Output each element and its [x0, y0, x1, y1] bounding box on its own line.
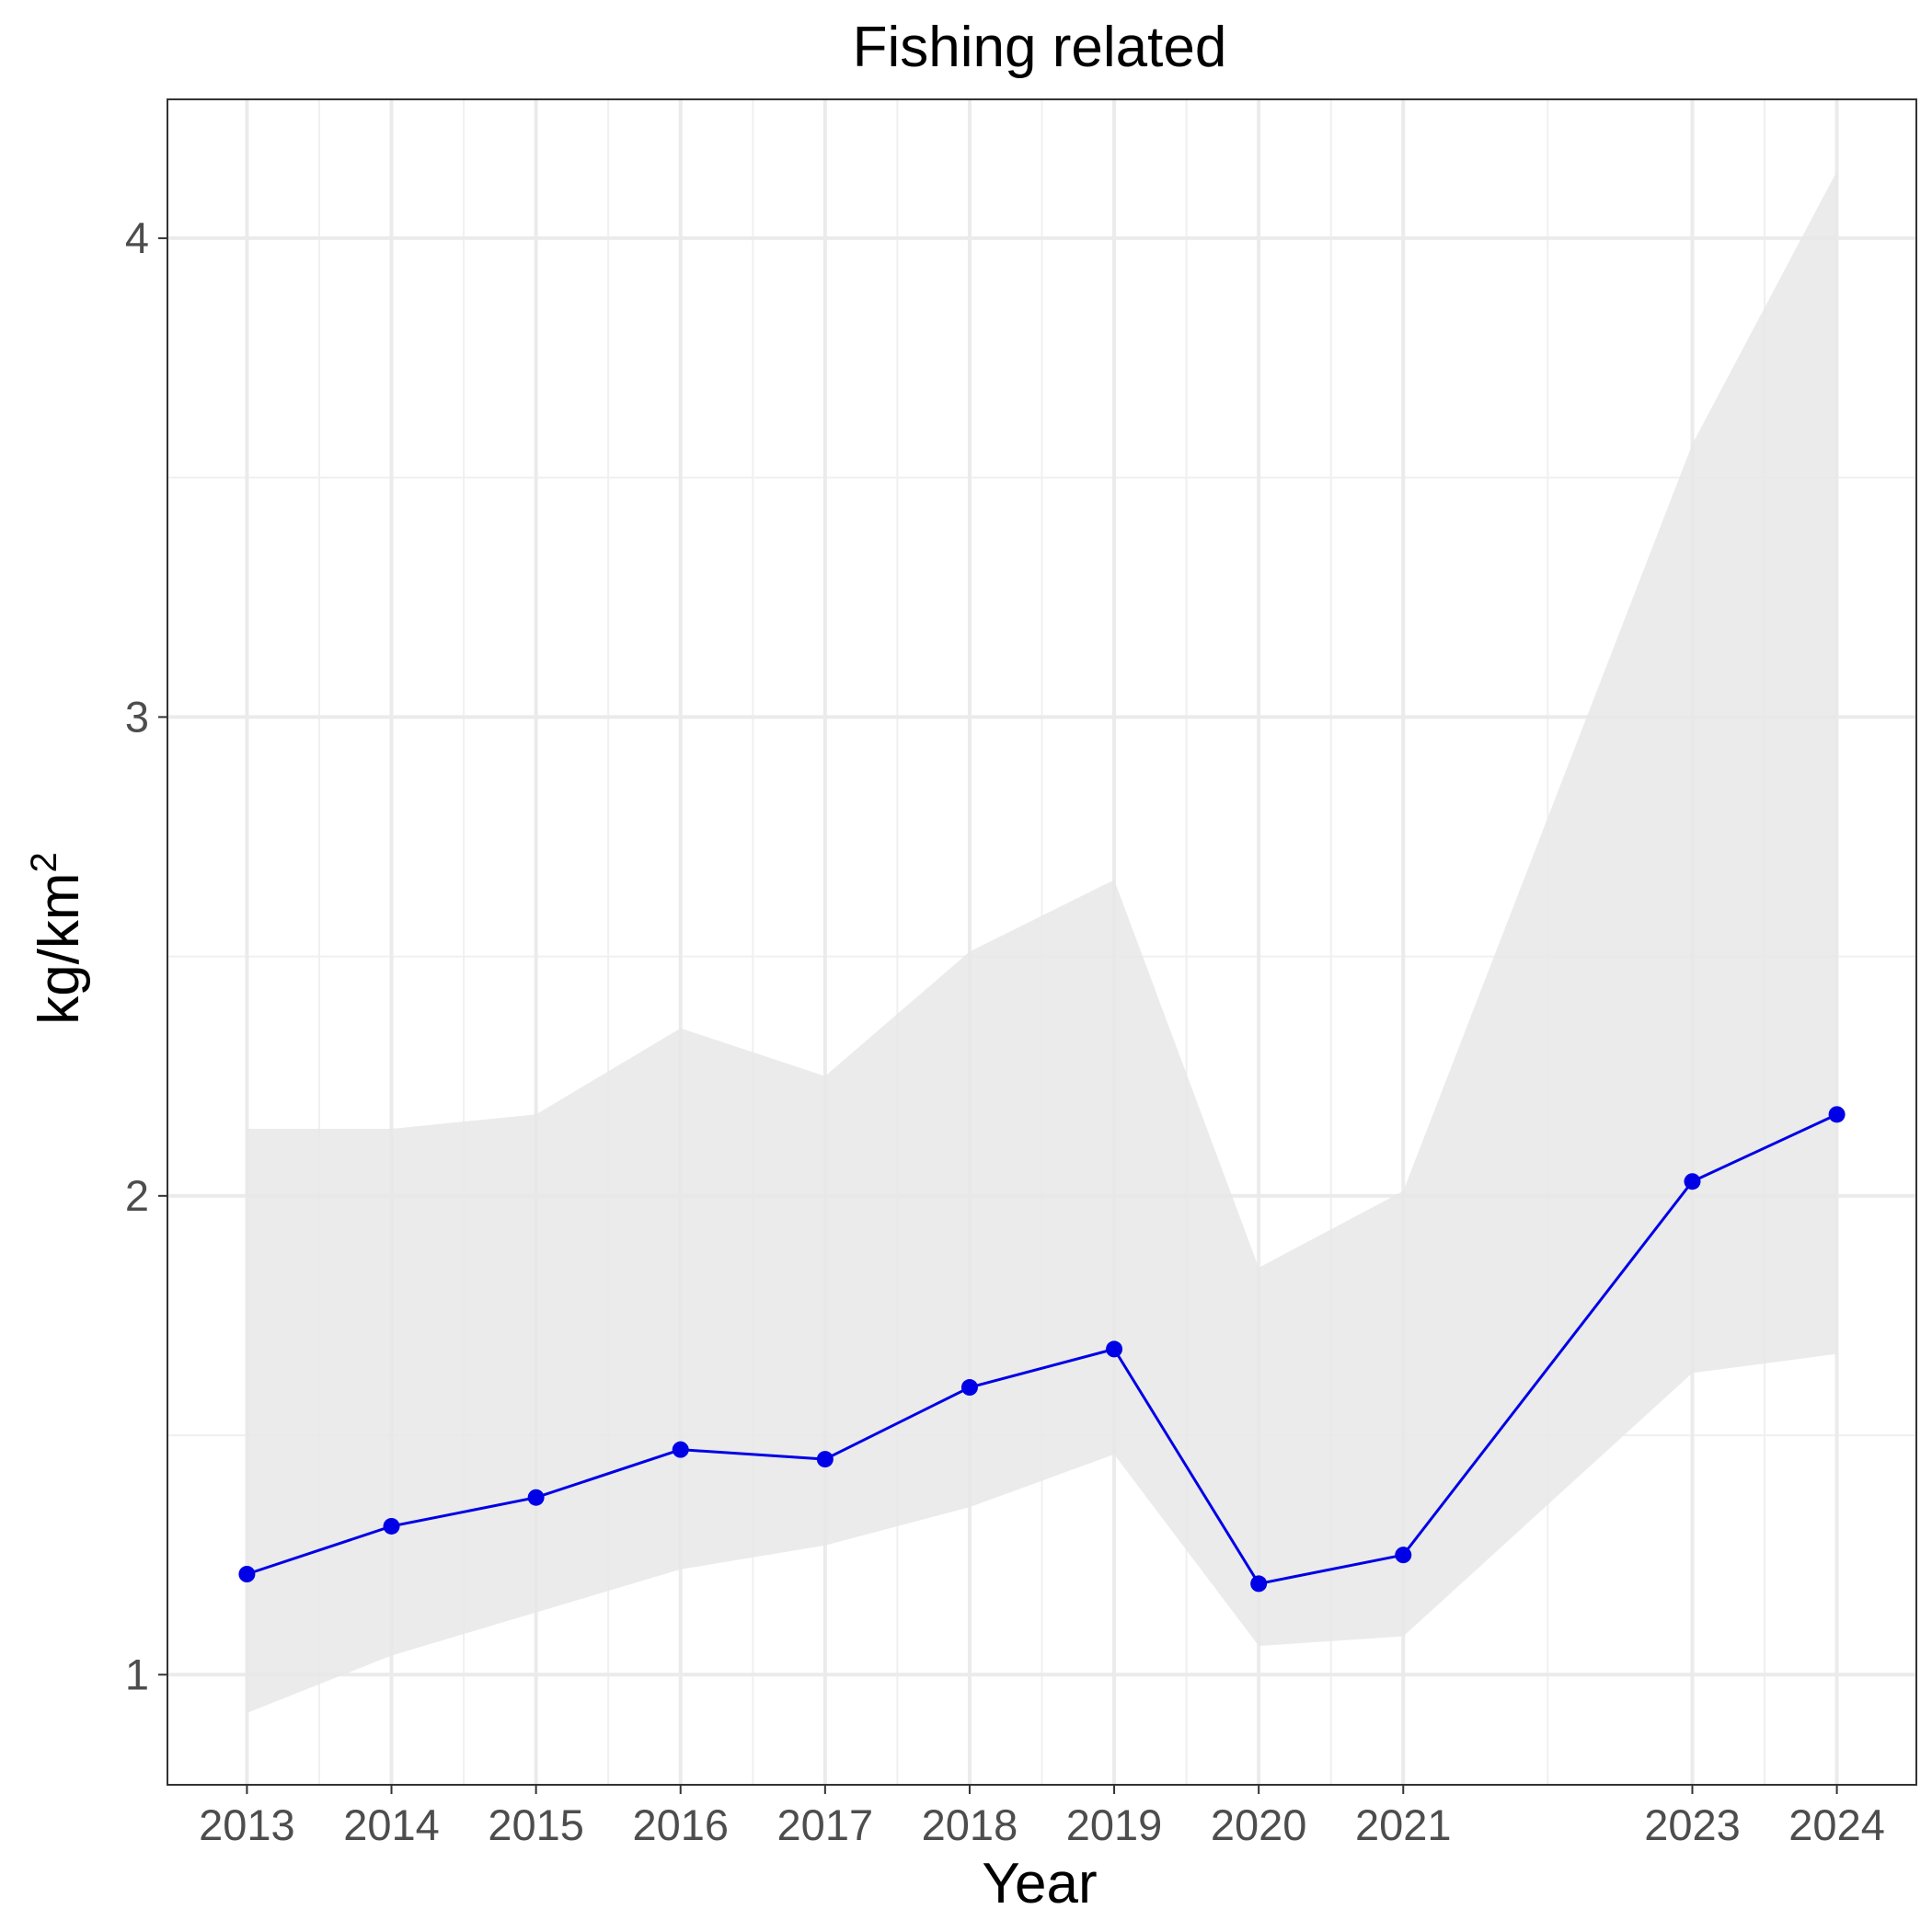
chart-title: Fishing related — [853, 16, 1227, 79]
x-tick-label: 2019 — [1066, 1800, 1163, 1849]
x-tick-label: 2017 — [777, 1800, 874, 1849]
x-tick-label: 2020 — [1211, 1800, 1307, 1849]
data-point — [672, 1441, 689, 1458]
y-axis-title-base: kg/km — [28, 872, 91, 1024]
x-tick-label: 2015 — [488, 1800, 584, 1849]
data-point — [816, 1451, 834, 1468]
y-axis: 1 2 3 4 — [125, 213, 167, 1698]
data-point — [383, 1517, 400, 1535]
confidence-ribbon — [247, 171, 1837, 1713]
x-tick-label: 2013 — [199, 1800, 295, 1849]
x-tick-label: 2014 — [343, 1800, 440, 1849]
data-point — [960, 1379, 978, 1397]
y-axis-title-superscript: 2 — [24, 852, 64, 872]
x-axis: 2013 2014 2015 2016 2017 2018 2019 2020 2021 2023… — [199, 1785, 1885, 1849]
y-tick-label: 1 — [125, 1650, 149, 1698]
x-tick-label: 2024 — [1788, 1800, 1885, 1849]
x-tick-label: 2021 — [1355, 1800, 1452, 1849]
data-point — [1684, 1173, 1701, 1190]
x-tick-label: 2023 — [1644, 1800, 1741, 1849]
x-axis-title: Year — [982, 1852, 1097, 1915]
data-point — [527, 1489, 545, 1506]
data-point — [1106, 1340, 1123, 1358]
plot-border — [167, 98, 1917, 1786]
data-point — [1250, 1575, 1268, 1593]
x-tick-label: 2016 — [632, 1800, 729, 1849]
data-point — [1828, 1106, 1846, 1123]
y-tick-label: 2 — [125, 1171, 149, 1220]
ribbon-area — [247, 171, 1837, 1713]
data-point — [1395, 1547, 1412, 1564]
x-tick-label: 2018 — [922, 1800, 1018, 1849]
y-tick-label: 4 — [125, 213, 149, 262]
y-axis-title: kg/km2 — [24, 852, 91, 1025]
series-points — [238, 1106, 1846, 1593]
data-point — [238, 1566, 256, 1582]
y-tick-label: 3 — [125, 692, 149, 741]
